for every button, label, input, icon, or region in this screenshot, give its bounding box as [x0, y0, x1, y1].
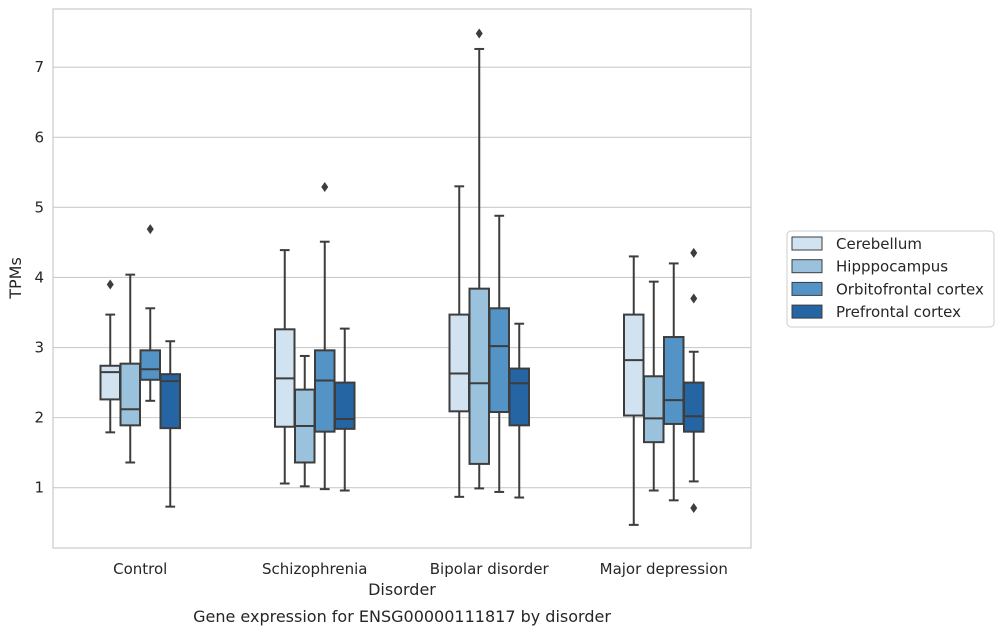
legend-swatch: [791, 304, 823, 319]
y-tick-label: 4: [34, 268, 44, 286]
legend-label: Prefrontal cortex: [836, 303, 961, 321]
box-iqr: [643, 375, 665, 444]
x-tick-label: Bipolar disorder: [430, 560, 550, 578]
outlier-point: [690, 503, 698, 514]
legend-swatch: [791, 236, 823, 251]
x-tick-label: Major depression: [600, 560, 728, 578]
y-axis-label: TPMs: [6, 257, 25, 300]
legend-label: Hipppocampus: [836, 258, 948, 276]
box-2-2: [488, 214, 510, 493]
legend-swatch: [791, 281, 823, 296]
box-2-1: [314, 182, 336, 491]
box-iqr: [448, 313, 470, 413]
box-0-0: [99, 279, 121, 434]
box-iqr: [334, 381, 356, 430]
legend-label: Cerebellum: [836, 235, 922, 253]
box-1-2: [468, 28, 490, 490]
box-iqr: [159, 373, 181, 430]
box-plots: [99, 28, 705, 526]
legend-frame: [786, 230, 995, 328]
box-3-3: [683, 247, 705, 514]
box-0-2: [448, 185, 470, 498]
outlier-point: [146, 224, 154, 235]
box-iqr: [508, 367, 530, 427]
x-tick-label: Control: [113, 560, 167, 578]
box-iqr: [683, 381, 705, 433]
box-iqr: [314, 349, 336, 433]
box-iqr: [663, 336, 685, 425]
legend: Cerebellum Hipppocampus Orbitofrontal cort…: [786, 230, 995, 328]
box-iqr: [139, 349, 161, 381]
box-3-2: [508, 322, 530, 499]
x-tick-labels: Control Schizophrenia Bipolar disorder Majo…: [113, 560, 728, 578]
y-tick-label: 6: [34, 128, 44, 146]
y-tick-label: 7: [34, 58, 44, 76]
box-iqr: [623, 313, 645, 417]
box-3-1: [334, 327, 356, 492]
legend-label: Orbitofrontal cortex: [836, 280, 984, 298]
box-iqr: [119, 362, 141, 427]
outlier-point: [475, 28, 483, 39]
box-2-0: [139, 224, 161, 402]
y-tick-label: 2: [34, 409, 44, 427]
box-2-3: [663, 262, 685, 502]
outlier-point: [321, 182, 329, 193]
y-tick-labels: 1 2 3 4 5 6 7: [34, 58, 44, 497]
plot-frame: [52, 8, 752, 549]
y-tick-label: 1: [34, 479, 44, 497]
box-1-1: [294, 354, 316, 488]
box-1-3: [643, 280, 665, 492]
box-0-1: [274, 249, 296, 485]
x-axis-label: Disorder: [368, 580, 436, 599]
box-0-3: [623, 255, 645, 526]
box-iqr: [488, 307, 510, 414]
box-1-0: [119, 273, 141, 464]
outlier-point: [690, 293, 698, 304]
y-tick-label: 5: [34, 198, 44, 216]
box-iqr: [99, 364, 121, 401]
x-tick-label: Schizophrenia: [262, 560, 367, 578]
outlier-point: [106, 279, 114, 290]
chart-caption: Gene expression for ENSG00000111817 by d…: [193, 607, 611, 626]
y-tick-label: 3: [34, 339, 44, 357]
outlier-point: [690, 247, 698, 258]
box-iqr: [468, 287, 490, 465]
box-3-0: [159, 340, 181, 508]
legend-swatch: [791, 259, 823, 274]
